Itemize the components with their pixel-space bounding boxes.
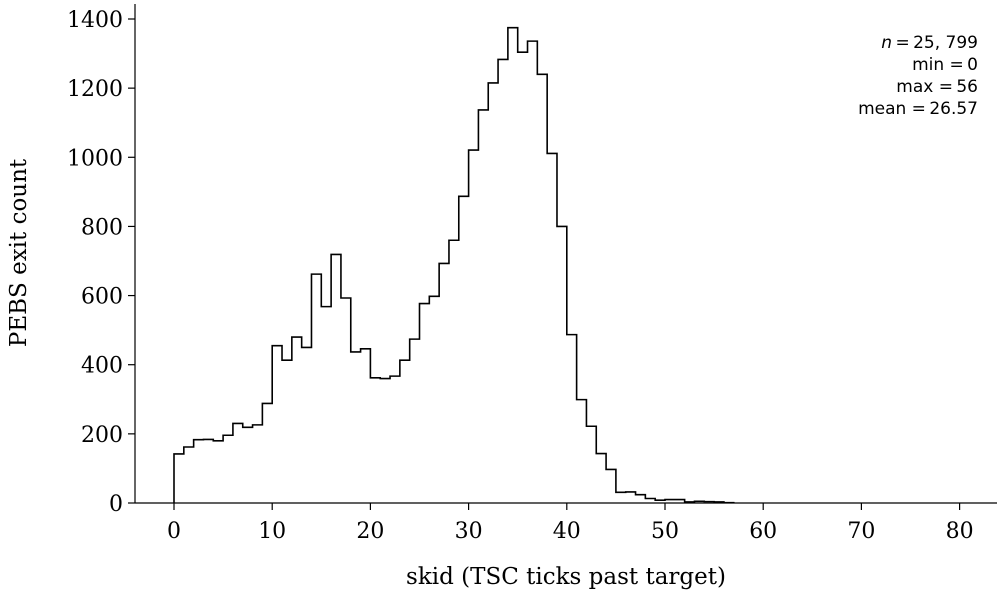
histogram-bin [537, 74, 547, 503]
histogram-bin [469, 150, 479, 503]
histogram-bin [439, 263, 449, 503]
histogram-bin [636, 495, 646, 503]
histogram-bin [253, 425, 263, 503]
histogram-bin [243, 427, 253, 503]
stat-line-n: n = 25, 799 [881, 33, 978, 53]
histogram-bin [361, 349, 371, 503]
histogram-bin [213, 441, 223, 503]
x-tick-label: 0 [167, 519, 181, 544]
histogram-bin [311, 274, 321, 503]
histogram-bin [331, 254, 341, 503]
histogram-bin [577, 400, 587, 503]
histogram-bin [233, 423, 243, 503]
histogram-bin [449, 240, 459, 503]
histogram-bin [616, 492, 626, 503]
axes: 0 10 20 30 40 50 60 70 80 0 200 400 600 800 1000 1200 1… [67, 4, 997, 544]
stat-equals: = [933, 77, 956, 97]
histogram-bin [351, 352, 361, 503]
stat-line-min: min = 0 [912, 55, 978, 75]
histogram-bin [626, 492, 636, 503]
x-tick-label: 10 [258, 519, 286, 544]
histogram-bin [174, 454, 184, 503]
x-tick-label: 70 [847, 519, 875, 544]
histogram-bin [262, 403, 272, 503]
histogram-bin [203, 439, 213, 503]
histogram-bin [596, 454, 606, 503]
histogram-bin [557, 226, 567, 503]
histogram-bin [302, 347, 312, 503]
x-tick-label: 40 [553, 519, 581, 544]
stat-equals: = [906, 99, 929, 119]
y-tick-label: 1400 [67, 8, 123, 33]
histogram-bin [478, 110, 488, 503]
histogram-bin [518, 52, 528, 503]
stat-label: max [896, 77, 933, 97]
x-tick-label: 60 [749, 519, 777, 544]
histogram-bin [321, 307, 331, 503]
x-ticks: 0 10 20 30 40 50 60 70 80 [167, 503, 974, 544]
x-tick-label: 20 [356, 519, 384, 544]
stat-value: 0 [967, 55, 978, 75]
stat-equals: = [944, 55, 967, 75]
histogram-bin [420, 304, 430, 503]
histogram-bin [400, 360, 410, 503]
x-tick-label: 80 [946, 519, 974, 544]
stat-line-mean: mean = 26.57 [858, 99, 978, 119]
histogram-bin [380, 379, 390, 503]
stat-label: min [912, 55, 944, 75]
histogram-bins [174, 28, 734, 503]
histogram-bin [429, 296, 439, 503]
histogram-bin [194, 440, 204, 503]
histogram-bin [498, 59, 508, 503]
histogram-bin [488, 83, 498, 503]
histogram-bin [459, 196, 469, 503]
x-tick-label: 30 [455, 519, 483, 544]
histogram-bin [528, 41, 538, 503]
histogram-bin [547, 153, 557, 503]
histogram-bin [272, 346, 282, 503]
y-tick-label: 1000 [67, 146, 123, 171]
y-tick-label: 0 [109, 492, 123, 517]
y-tick-label: 600 [81, 285, 123, 310]
stat-label: n [881, 33, 892, 53]
histogram-bin [508, 28, 518, 503]
histogram-bin [567, 335, 577, 503]
histogram-bin [282, 360, 292, 503]
stat-value: 25, 799 [913, 33, 978, 53]
histogram-bin [223, 435, 233, 503]
stat-equals: = [892, 33, 913, 53]
stat-value: 56 [956, 77, 978, 97]
histogram-bin [370, 378, 380, 503]
x-axis-label: skid (TSC ticks past target) [406, 564, 726, 590]
histogram-outline [173, 26, 735, 504]
histogram-bin [292, 337, 302, 503]
y-tick-label: 800 [81, 215, 123, 240]
histogram-bin [341, 298, 351, 503]
histogram-bin [390, 376, 400, 503]
stat-value: 26.57 [929, 99, 978, 119]
y-tick-label: 200 [81, 423, 123, 448]
histogram-bin [410, 339, 420, 503]
histogram-bin [184, 447, 194, 503]
y-tick-label: 1200 [67, 77, 123, 102]
y-ticks: 0 200 400 600 800 1000 1200 1400 [67, 8, 135, 517]
y-tick-label: 400 [81, 354, 123, 379]
histogram-bin [606, 469, 616, 503]
histogram-bin [586, 426, 596, 503]
x-tick-label: 50 [651, 519, 679, 544]
y-axis-label: PEBS exit count [6, 158, 32, 347]
stat-label: mean [858, 99, 906, 119]
stat-line-max: max = 56 [896, 77, 978, 97]
